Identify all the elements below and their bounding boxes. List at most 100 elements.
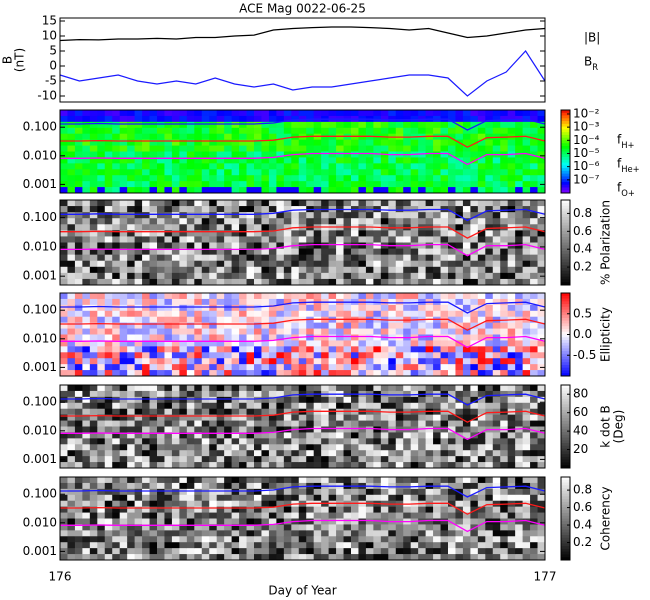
spectrogram-cell xyxy=(171,524,180,531)
spectrogram-cell xyxy=(328,145,337,152)
spectrogram-cell xyxy=(171,200,180,207)
spectrogram-cell xyxy=(142,163,150,170)
spectrogram-cell xyxy=(127,334,136,341)
spectrogram-cell xyxy=(97,115,106,123)
spectrogram-cell xyxy=(67,456,76,463)
spectrogram-cell xyxy=(418,230,427,237)
spectrogram-cell xyxy=(433,432,441,439)
spectrogram-cell xyxy=(194,402,203,410)
spectrogram-cell xyxy=(231,352,240,359)
spectrogram-cell xyxy=(276,163,285,170)
spectrogram-cell xyxy=(157,278,165,286)
spectrogram-cell xyxy=(179,115,188,123)
spectrogram-cell xyxy=(522,278,531,286)
spectrogram-cell xyxy=(448,346,456,353)
spectrogram-cell xyxy=(60,133,68,141)
spectrogram-cell xyxy=(403,438,412,445)
spectrogram-cell xyxy=(60,477,68,484)
spectrogram-cell xyxy=(425,385,434,392)
spectrogram-cell xyxy=(74,500,83,508)
spectrogram-cell xyxy=(298,456,307,463)
spectrogram-cell xyxy=(395,110,404,117)
spectrogram-cell xyxy=(448,145,456,152)
spectrogram-cell xyxy=(119,322,128,329)
spectrogram-cell xyxy=(365,420,374,427)
spectrogram-cell xyxy=(283,426,292,433)
spectrogram-cell xyxy=(246,426,255,433)
spectrogram-cell xyxy=(112,456,121,463)
spectrogram-cell xyxy=(268,248,277,256)
spectrogram-cell xyxy=(82,206,91,213)
spectrogram-cell xyxy=(119,456,128,463)
spectrogram-cell xyxy=(209,145,218,152)
spectrogram-cell xyxy=(97,242,106,249)
spectrogram-cell xyxy=(515,278,524,286)
spectrogram-cell xyxy=(119,444,128,451)
spectrogram-cell xyxy=(448,364,456,371)
spectrogram-cell xyxy=(448,512,456,519)
spectrogram-cell xyxy=(82,145,91,152)
colorbar-frame xyxy=(560,199,571,286)
spectrogram-cell xyxy=(142,230,150,237)
spectrogram-cell xyxy=(74,121,83,129)
spectrogram-cell xyxy=(216,187,225,194)
spectrogram-cell xyxy=(515,254,524,262)
spectrogram-cell xyxy=(358,322,367,329)
spectrogram-cell xyxy=(164,254,173,262)
spectrogram-cell xyxy=(448,408,456,416)
spectrogram-cell xyxy=(291,298,300,306)
spectrogram-cell xyxy=(239,254,247,262)
spectrogram-cell xyxy=(485,530,494,537)
spectrogram-cell xyxy=(209,450,218,457)
colorbar-step xyxy=(561,496,570,500)
spectrogram-cell xyxy=(298,352,307,359)
spectrogram-cell xyxy=(171,328,180,335)
spectrogram-cell xyxy=(216,206,225,213)
spectrogram-cell xyxy=(298,420,307,427)
spectrogram-cell xyxy=(261,218,270,225)
spectrogram-cell xyxy=(492,488,501,496)
spectrogram-cell xyxy=(395,212,404,219)
spectrogram-cell xyxy=(313,494,322,502)
spectrogram-cell xyxy=(104,456,113,463)
spectrogram-cell xyxy=(313,145,322,152)
spectrogram-cell xyxy=(89,328,98,335)
spectrogram-cell xyxy=(455,364,464,371)
spectrogram-cell xyxy=(254,163,262,170)
spectrogram-cell xyxy=(515,230,524,237)
spectrogram-cell xyxy=(157,260,165,268)
spectrogram-cell xyxy=(455,236,464,243)
spectrogram-cell xyxy=(186,426,195,433)
spectrogram-cell xyxy=(246,438,255,445)
spectrogram-cell xyxy=(74,163,83,170)
spectrogram-cell xyxy=(60,518,68,525)
spectrogram-cell xyxy=(492,432,501,439)
spectrogram-cell xyxy=(231,402,240,410)
spectrogram-cell xyxy=(283,266,292,274)
spectrogram-cell xyxy=(89,242,98,249)
spectrogram-cell xyxy=(462,477,471,484)
spectrogram-cell xyxy=(306,512,315,519)
spectrogram-cell xyxy=(97,133,106,141)
spectrogram-cell xyxy=(104,500,113,508)
spectrogram-cell xyxy=(365,293,374,300)
spectrogram-cell xyxy=(298,322,307,329)
spectrogram-cell xyxy=(67,316,76,324)
spectrogram-cell xyxy=(209,432,218,439)
spectrogram-cell xyxy=(455,187,464,194)
spectrogram-cell xyxy=(186,450,195,457)
spectrogram-cell xyxy=(500,254,509,262)
spectrogram-cell xyxy=(276,293,285,300)
spectrogram-cell xyxy=(209,278,218,286)
spectrogram-cell xyxy=(313,163,322,170)
spectrogram-cell xyxy=(89,334,98,341)
spectrogram-cell xyxy=(328,334,337,341)
spectrogram-cell xyxy=(477,450,486,457)
spectrogram-cell xyxy=(239,121,247,129)
spectrogram-cell xyxy=(157,121,165,129)
spectrogram-cell xyxy=(194,157,203,164)
spectrogram-cell xyxy=(201,494,210,502)
spectrogram-cell xyxy=(507,352,516,359)
spectrogram-cell xyxy=(209,110,218,117)
spectrogram-cell xyxy=(507,145,516,152)
